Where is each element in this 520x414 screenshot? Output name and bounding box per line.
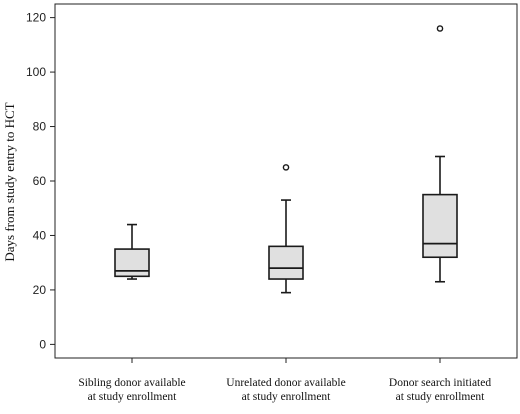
x-category-label: Unrelated donor available at study enroll… — [226, 377, 345, 403]
x-category-label: Sibling donor available at study enrollme… — [78, 377, 185, 403]
x-category-label-line: at study enrollment — [242, 391, 332, 403]
outlier-point — [436, 25, 444, 32]
x-category-label-line: at study enrollment — [396, 391, 486, 403]
box-group — [268, 164, 304, 294]
outlier-point — [282, 164, 290, 171]
y-tick-label: 60 — [33, 174, 47, 188]
y-tick-label: 120 — [26, 11, 46, 25]
y-axis-label: Days from study entry to HCT — [2, 102, 17, 261]
x-category-label-line: Sibling donor available — [78, 377, 185, 389]
y-tick-label: 80 — [33, 120, 47, 134]
y-tick-label: 0 — [39, 337, 46, 351]
x-axis: Sibling donor available at study enrollme… — [78, 358, 491, 403]
box-iqr — [268, 245, 304, 280]
box-iqr — [114, 248, 150, 278]
y-tick-label: 20 — [33, 283, 47, 297]
x-category-label-line: Donor search initiated — [389, 377, 491, 389]
box-group — [114, 223, 150, 280]
x-category-label-line: Unrelated donor available — [226, 377, 345, 389]
x-category-label: Donor search initiated at study enrollmen… — [389, 377, 491, 403]
plot-area-frame — [54, 3, 518, 359]
y-axis: 0 20 40 60 80 100 120 — [26, 11, 55, 351]
boxes — [114, 25, 458, 294]
x-category-label-line: at study enrollment — [88, 391, 178, 403]
box-group — [422, 25, 458, 283]
y-tick-label: 100 — [26, 65, 46, 79]
box-iqr — [422, 193, 458, 259]
y-tick-label: 40 — [33, 228, 47, 242]
